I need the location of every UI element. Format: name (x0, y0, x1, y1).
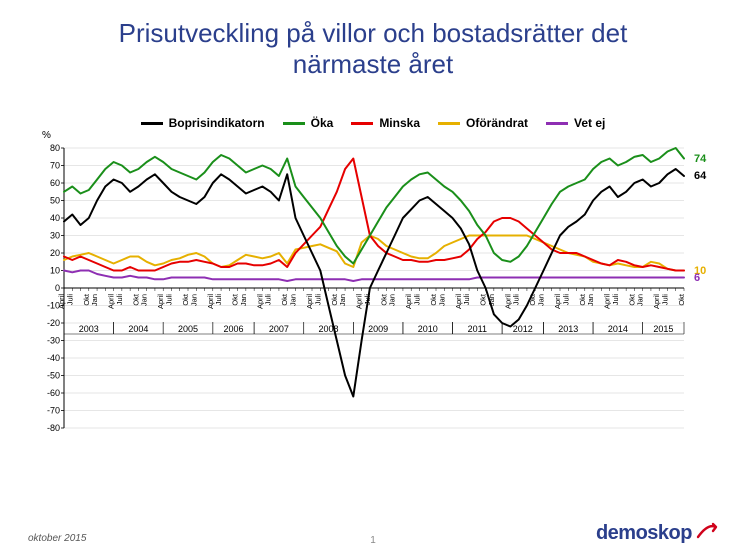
svg-text:Jan: Jan (636, 294, 645, 306)
svg-text:-80: -80 (47, 423, 60, 433)
svg-text:2014: 2014 (608, 324, 628, 334)
svg-text:-70: -70 (47, 406, 60, 416)
svg-text:-20: -20 (47, 318, 60, 328)
svg-text:Juli: Juli (115, 294, 124, 306)
legend-item: Oförändrat (438, 116, 528, 130)
legend-swatch (283, 122, 305, 125)
svg-text:Juli: Juli (611, 294, 620, 306)
svg-text:Jan: Jan (239, 294, 248, 306)
svg-text:Juli: Juli (313, 294, 322, 306)
svg-text:70: 70 (50, 161, 60, 171)
logo-arrow-icon (696, 521, 720, 546)
svg-text:Okt: Okt (677, 293, 686, 306)
svg-text:0: 0 (55, 283, 60, 293)
legend-swatch (438, 122, 460, 125)
legend-item: Vet ej (546, 116, 605, 130)
svg-text:Juli: Juli (512, 294, 521, 306)
legend-item: Öka (283, 116, 334, 130)
svg-text:80: 80 (50, 143, 60, 153)
svg-text:Juli: Juli (412, 294, 421, 306)
legend-item: Minska (351, 116, 420, 130)
logo: demoskop (596, 521, 720, 546)
end-labels: 7464106 (694, 138, 734, 498)
svg-text:2005: 2005 (178, 324, 198, 334)
footer-page-number: 1 (370, 535, 376, 546)
series-end-label: 74 (694, 153, 706, 165)
svg-text:2007: 2007 (269, 324, 289, 334)
legend-label: Boprisindikatorn (169, 116, 265, 130)
svg-text:Jan: Jan (90, 294, 99, 306)
svg-text:Jan: Jan (536, 294, 545, 306)
legend-label: Vet ej (574, 116, 605, 130)
svg-text:2011: 2011 (468, 324, 487, 334)
svg-text:20: 20 (50, 248, 60, 258)
svg-text:Jan: Jan (388, 294, 397, 306)
legend-label: Oförändrat (466, 116, 528, 130)
legend-swatch (351, 122, 373, 125)
svg-text:2010: 2010 (418, 324, 438, 334)
svg-text:Jan: Jan (140, 294, 149, 306)
svg-text:2006: 2006 (223, 324, 243, 334)
legend-item: Boprisindikatorn (141, 116, 265, 130)
series-end-label: 64 (694, 170, 706, 182)
svg-text:Juli: Juli (264, 294, 273, 306)
svg-text:-50: -50 (47, 371, 60, 381)
svg-text:Juli: Juli (561, 294, 570, 306)
svg-text:Jan: Jan (189, 294, 198, 306)
svg-text:2015: 2015 (653, 324, 673, 334)
legend-swatch (546, 122, 568, 125)
svg-text:2012: 2012 (513, 324, 533, 334)
svg-text:Juli: Juli (164, 294, 173, 306)
svg-text:Jan: Jan (437, 294, 446, 306)
svg-text:30: 30 (50, 231, 60, 241)
series-end-label: 6 (694, 272, 700, 284)
svg-text:Juli: Juli (214, 294, 223, 306)
legend-label: Öka (311, 116, 334, 130)
line-chart: -80-70-60-50-40-30-20-100102030405060708… (36, 138, 690, 498)
svg-text:Jan: Jan (338, 294, 347, 306)
svg-text:-30: -30 (47, 336, 60, 346)
footer-date: oktober 2015 (28, 533, 86, 544)
title-line-2: närmaste året (293, 49, 453, 79)
svg-text:2013: 2013 (558, 324, 578, 334)
svg-text:Jan: Jan (288, 294, 297, 306)
svg-text:2004: 2004 (128, 324, 148, 334)
svg-text:60: 60 (50, 178, 60, 188)
svg-text:40: 40 (50, 213, 60, 223)
page-title: Prisutveckling på villor och bostadsrätt… (0, 18, 746, 80)
svg-text:-60: -60 (47, 388, 60, 398)
logo-text: demoskop (596, 522, 692, 545)
svg-text:Juli: Juli (462, 294, 471, 306)
svg-text:2009: 2009 (368, 324, 388, 334)
legend: Boprisindikatorn Öka Minska Oförändrat Vet e… (0, 116, 746, 130)
svg-text:10: 10 (50, 266, 60, 276)
svg-text:50: 50 (50, 196, 60, 206)
page: Prisutveckling på villor och bostadsrätt… (0, 0, 746, 560)
legend-label: Minska (379, 116, 420, 130)
svg-text:2003: 2003 (79, 324, 99, 334)
legend-swatch (141, 122, 163, 125)
svg-text:Jan: Jan (586, 294, 595, 306)
svg-text:Juli: Juli (660, 294, 669, 306)
svg-text:-40: -40 (47, 353, 60, 363)
svg-text:Juli: Juli (65, 294, 74, 306)
title-line-1: Prisutveckling på villor och bostadsrätt… (119, 18, 628, 48)
